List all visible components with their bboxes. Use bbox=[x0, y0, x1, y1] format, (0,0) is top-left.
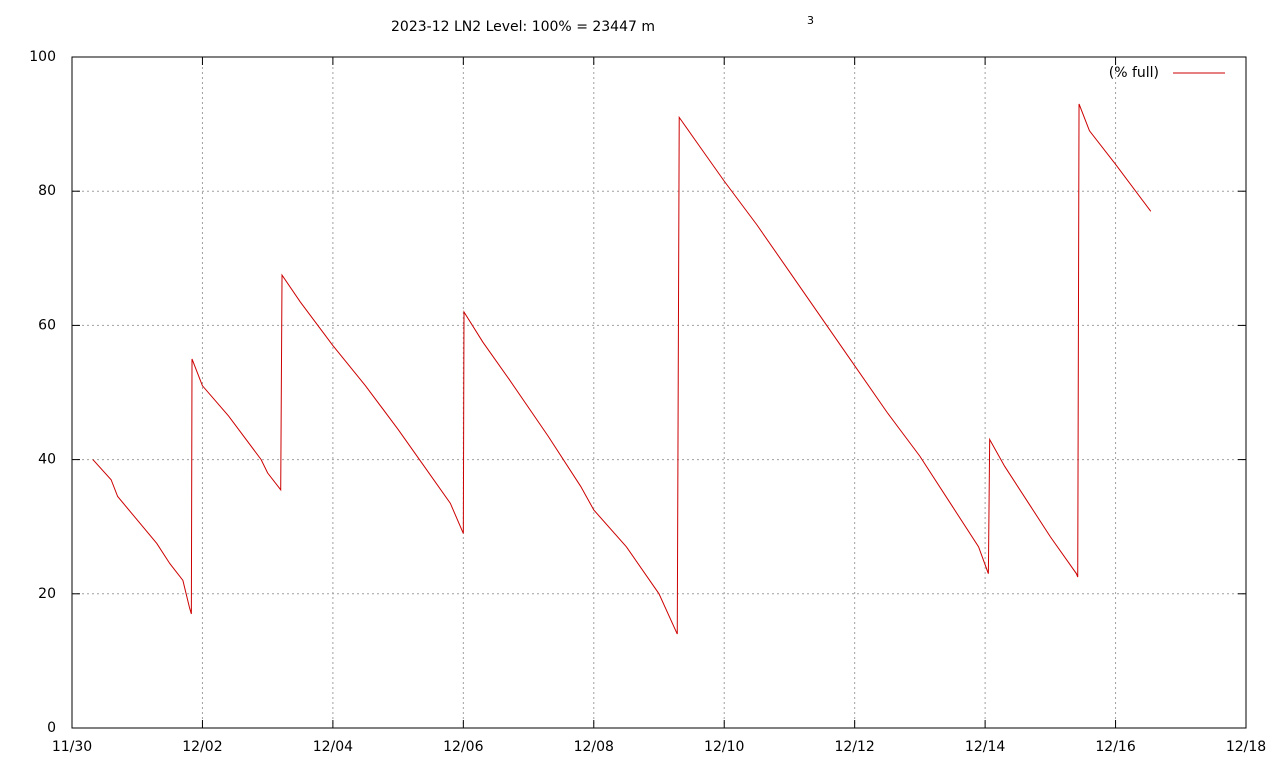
x-tick-label: 12/08 bbox=[574, 739, 614, 755]
plot-frame bbox=[71, 56, 1247, 729]
y-tick-label: 40 bbox=[38, 452, 56, 468]
x-tick-label: 12/14 bbox=[965, 739, 1005, 755]
x-tick-label: 12/02 bbox=[182, 739, 222, 755]
y-tick-label: 60 bbox=[38, 317, 56, 333]
x-tick-label: 12/16 bbox=[1095, 739, 1135, 755]
x-tick-label: 12/18 bbox=[1226, 739, 1266, 755]
x-tick-label: 12/12 bbox=[834, 739, 874, 755]
y-tick-label: 100 bbox=[29, 49, 56, 65]
y-tick-label: 20 bbox=[38, 586, 56, 602]
x-tick-label: 12/06 bbox=[443, 739, 483, 755]
x-tick-label: 11/30 bbox=[52, 739, 92, 755]
y-tick-label: 0 bbox=[47, 720, 56, 736]
chart-title-superscript: 3 bbox=[807, 14, 814, 27]
y-tick-label: 80 bbox=[38, 183, 56, 199]
data-line bbox=[92, 103, 1152, 635]
chart-title: 2023-12 LN2 Level: 100% = 23447 m bbox=[391, 19, 655, 35]
x-tick-label: 12/10 bbox=[704, 739, 744, 755]
x-tick-label: 12/04 bbox=[313, 739, 353, 755]
legend-label: (% full) bbox=[1109, 65, 1159, 81]
